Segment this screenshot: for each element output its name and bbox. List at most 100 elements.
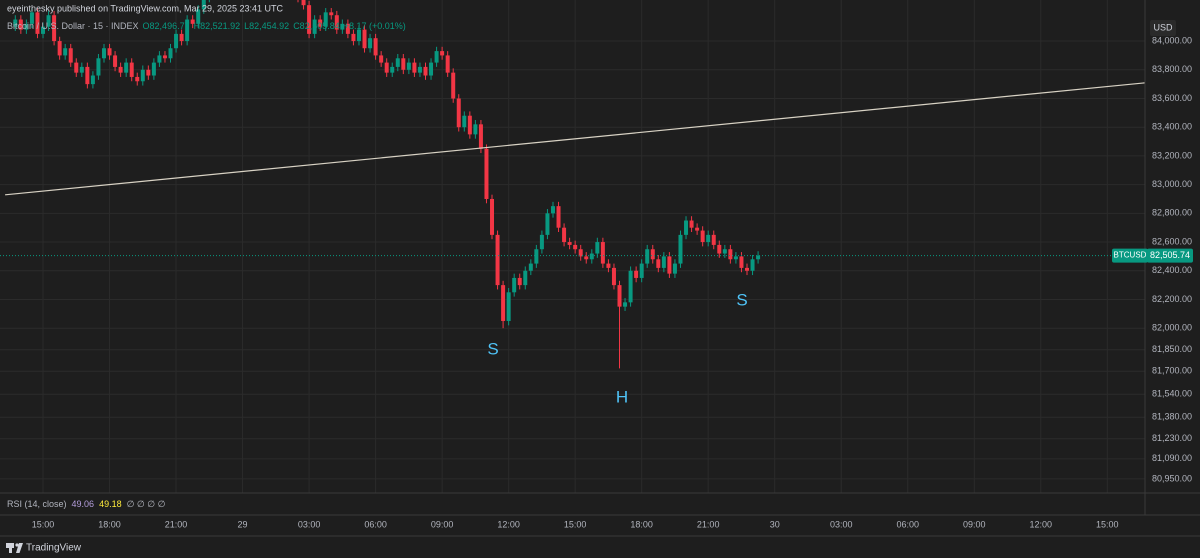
- y-tick-label: 82,800.00: [1152, 208, 1192, 218]
- brand-logo: [15, 543, 19, 547]
- plot-area: [0, 0, 1145, 369]
- legend-value: L82,454.92: [244, 21, 289, 31]
- candle-body: [68, 48, 73, 63]
- candle-body: [312, 19, 317, 34]
- candle-body: [756, 255, 761, 260]
- rsi-value: 49.18: [99, 499, 122, 509]
- candle-body: [501, 285, 506, 322]
- candle-body: [196, 9, 201, 24]
- candle-body: [528, 263, 533, 271]
- brand-logo: [6, 543, 14, 548]
- last-price-symbol: BTCUSD: [1114, 251, 1147, 260]
- candle-body: [573, 244, 578, 250]
- candle-body: [656, 259, 661, 268]
- y-tick-label: 81,700.00: [1152, 366, 1192, 376]
- candle-body: [146, 69, 151, 76]
- x-tick-label: 15:00: [32, 519, 55, 529]
- candle-body: [434, 51, 439, 63]
- y-tick-label: 81,090.00: [1152, 453, 1192, 463]
- candle-body: [606, 263, 611, 268]
- candle-body: [18, 19, 23, 30]
- candle-body: [52, 15, 57, 42]
- last-price-box: [1112, 248, 1148, 263]
- candle-body: [678, 234, 683, 264]
- candle-body: [329, 12, 334, 16]
- candle-body: [157, 55, 162, 63]
- candle-body: [168, 48, 173, 59]
- x-tick-label: 30: [770, 519, 780, 529]
- candle-body: [478, 124, 483, 149]
- candle-body: [623, 302, 628, 307]
- candle-body: [722, 249, 727, 254]
- x-tick-label: 09:00: [963, 519, 986, 529]
- candle-body: [179, 33, 184, 42]
- candle-body: [423, 66, 428, 76]
- annotation: S: [736, 290, 747, 309]
- candle-body: [711, 234, 716, 245]
- x-tick-label: 06:00: [896, 519, 919, 529]
- candle-body: [684, 220, 689, 235]
- axes: 84,000.00 83,800.00 83,600.00 83,400.00 83,2…: [32, 35, 1192, 529]
- candle-body: [356, 29, 361, 42]
- rsi-extras: ∅ ∅ ∅ ∅: [127, 499, 166, 509]
- y-tick-label: 83,200.00: [1152, 150, 1192, 160]
- candle-body: [390, 66, 395, 73]
- candle-body: [661, 256, 666, 268]
- candle-body: [645, 249, 650, 264]
- brand-name: TradingView: [26, 543, 82, 554]
- candle-body: [490, 198, 495, 235]
- currency: USD: [1153, 22, 1173, 32]
- candle-body: [13, 19, 18, 27]
- x-tick-label: 21:00: [165, 519, 188, 529]
- candle-body: [384, 62, 389, 73]
- y-tick-label: 83,800.00: [1152, 64, 1192, 74]
- candle-body: [650, 249, 655, 260]
- candle-body: [512, 277, 517, 293]
- candle-body: [46, 15, 51, 27]
- candle-body: [129, 62, 134, 77]
- candle-body: [473, 124, 478, 135]
- candle-body: [706, 234, 711, 243]
- x-tick-label: 18:00: [98, 519, 121, 529]
- candle-body: [750, 259, 755, 271]
- candle-body: [63, 48, 68, 56]
- rsi-legend: RSI (14, close) 49.06 49.18 ∅ ∅ ∅ ∅: [7, 499, 166, 509]
- candle-body: [672, 263, 677, 274]
- y-tick-label: 81,380.00: [1152, 412, 1192, 422]
- x-tick-label: 03:00: [298, 519, 321, 529]
- candle-body: [412, 62, 417, 73]
- y-tick-label: 83,000.00: [1152, 179, 1192, 189]
- candle-body: [124, 62, 129, 73]
- grid: [0, 0, 1145, 493]
- candle-body: [467, 115, 472, 135]
- candle-body: [445, 55, 450, 73]
- candle-body: [589, 253, 594, 260]
- candle-body: [600, 242, 605, 264]
- candle-body: [323, 12, 328, 27]
- candle-body: [140, 69, 145, 82]
- x-tick-label: 09:00: [431, 519, 454, 529]
- candle-body: [151, 62, 156, 76]
- candle-body: [506, 292, 511, 322]
- candle-body: [368, 38, 373, 49]
- x-tick-label: 12:00: [1030, 519, 1053, 529]
- candle-body: [695, 227, 700, 231]
- candle-body: [539, 234, 544, 250]
- brand-logo: [16, 543, 23, 553]
- y-tick-label: 84,000.00: [1152, 35, 1192, 45]
- y-tick-label: 82,200.00: [1152, 294, 1192, 304]
- candle-body: [41, 26, 46, 34]
- legend: Bitcoin / U.S. Dollar · 15 · INDEX O82,49…: [7, 21, 406, 31]
- candle-body: [495, 234, 500, 286]
- candle-body: [351, 33, 356, 42]
- candle-body: [523, 270, 528, 286]
- candle-body: [307, 5, 312, 34]
- candle-body: [174, 33, 179, 49]
- last-price-label: 82,505.74: [1150, 250, 1190, 260]
- candle-body: [728, 249, 733, 260]
- candle-body: [79, 66, 84, 73]
- candle-body: [96, 58, 101, 76]
